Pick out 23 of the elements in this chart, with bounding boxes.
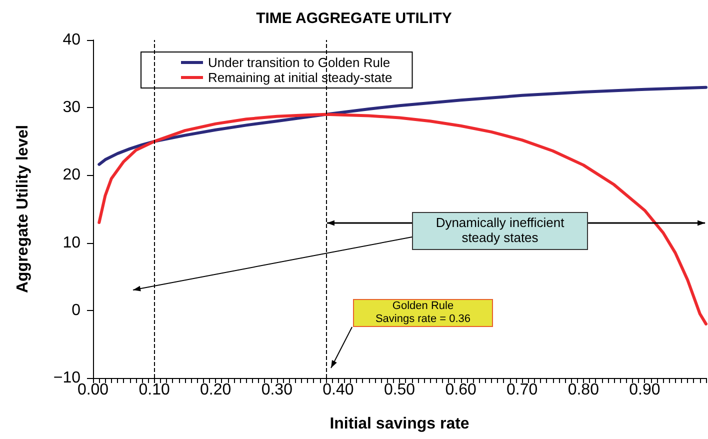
y-axis-title: Aggregate Utility level	[14, 124, 32, 294]
x-tick-label: 0.90	[629, 382, 660, 398]
x-tick-label: 0.80	[568, 382, 600, 398]
chart-title: TIME AGGREGATE UTILITY	[256, 10, 452, 27]
note-box: Dynamically inefficient steady states	[412, 212, 588, 250]
x-tick-label: 0.70	[506, 382, 538, 398]
x-tick-label: 0.50	[384, 382, 416, 398]
x-tick-label: 0.40	[322, 382, 354, 398]
x-tick-label: 0.30	[261, 382, 293, 398]
y-tick-label: 10	[62, 234, 85, 252]
x-tick-label: 0.10	[138, 382, 170, 398]
y-tick-label: 40	[62, 32, 85, 48]
y-tick-label: 0	[72, 302, 85, 319]
legend-label: Remaining at initial steady-state	[208, 70, 392, 85]
y-tick-label: 30	[62, 99, 85, 116]
legend-label: Under transition to Golden Rule	[208, 55, 390, 70]
x-tick-label: 0.60	[445, 382, 476, 398]
line-series	[98, 86, 708, 166]
x-axis-title: Initial savings rate	[330, 416, 470, 432]
y-tick-label: 20	[62, 166, 85, 184]
x-tick-label: 0.20	[200, 382, 232, 398]
note-box: Golden Rule Savings rate = 0.36	[353, 299, 493, 327]
line-series	[98, 112, 708, 326]
